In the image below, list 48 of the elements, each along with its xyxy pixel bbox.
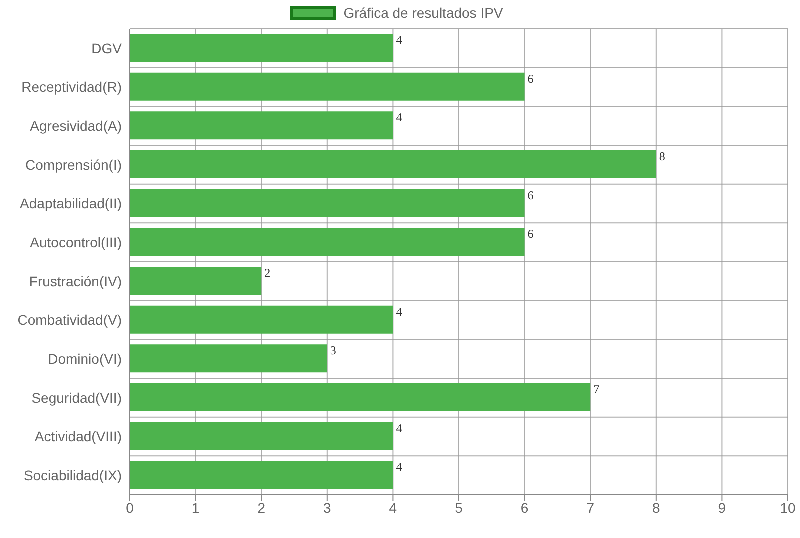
y-tick-label: Receptividad(R) bbox=[22, 79, 122, 96]
bar bbox=[130, 461, 394, 490]
y-tick-label: DGV bbox=[92, 40, 123, 56]
data-label: 3 bbox=[330, 344, 336, 358]
x-tick-label: 8 bbox=[652, 500, 660, 516]
bar bbox=[130, 189, 525, 218]
y-tick-label: Combatividad(V) bbox=[18, 312, 122, 328]
bar bbox=[130, 344, 328, 373]
x-tick-label: 6 bbox=[520, 500, 529, 516]
bar bbox=[130, 384, 591, 412]
bar bbox=[130, 72, 525, 101]
y-tick-label: Frustración(IV) bbox=[29, 273, 122, 290]
bar bbox=[130, 422, 394, 450]
data-label: 4 bbox=[396, 421, 402, 436]
legend-label: Gráfica de resultados IPV bbox=[344, 5, 504, 21]
data-label: 8 bbox=[659, 150, 666, 164]
bar bbox=[130, 150, 656, 178]
x-tick-label: 10 bbox=[780, 500, 796, 516]
x-tick-label: 5 bbox=[455, 500, 464, 516]
data-label: 7 bbox=[594, 382, 600, 396]
x-tick-label: 4 bbox=[389, 500, 398, 516]
data-label: 4 bbox=[396, 110, 402, 125]
x-tick-label: 7 bbox=[586, 500, 595, 516]
bar bbox=[130, 267, 262, 295]
bar bbox=[130, 228, 525, 256]
x-tick-label: 3 bbox=[324, 500, 332, 516]
y-tick-label: Actividad(VIII) bbox=[34, 428, 122, 445]
data-label: 2 bbox=[264, 266, 271, 280]
data-label: 6 bbox=[528, 227, 534, 242]
y-tick-label: Comprensión(I) bbox=[26, 156, 122, 173]
data-label: 4 bbox=[396, 460, 402, 474]
x-tick-label: 2 bbox=[258, 500, 266, 516]
y-tick-label: Seguridad(VII) bbox=[32, 390, 122, 406]
data-label: 6 bbox=[528, 72, 534, 86]
x-tick-label: 0 bbox=[126, 500, 134, 516]
x-tick-label: 9 bbox=[718, 500, 726, 516]
y-tick-label: Autocontrol(III) bbox=[30, 234, 122, 251]
y-tick-label: Dominio(VI) bbox=[48, 351, 122, 368]
x-tick-label: 1 bbox=[192, 500, 200, 516]
bar bbox=[130, 306, 394, 334]
data-label: 6 bbox=[528, 188, 534, 202]
data-label: 4 bbox=[396, 304, 402, 319]
y-tick-label: Sociabilidad(IX) bbox=[24, 468, 122, 484]
y-tick-label: Agresividad(A) bbox=[30, 118, 122, 134]
data-label: 4 bbox=[396, 33, 402, 47]
bar bbox=[130, 112, 394, 140]
y-tick-label: Adaptabilidad(II) bbox=[20, 196, 122, 212]
bar bbox=[130, 34, 394, 62]
